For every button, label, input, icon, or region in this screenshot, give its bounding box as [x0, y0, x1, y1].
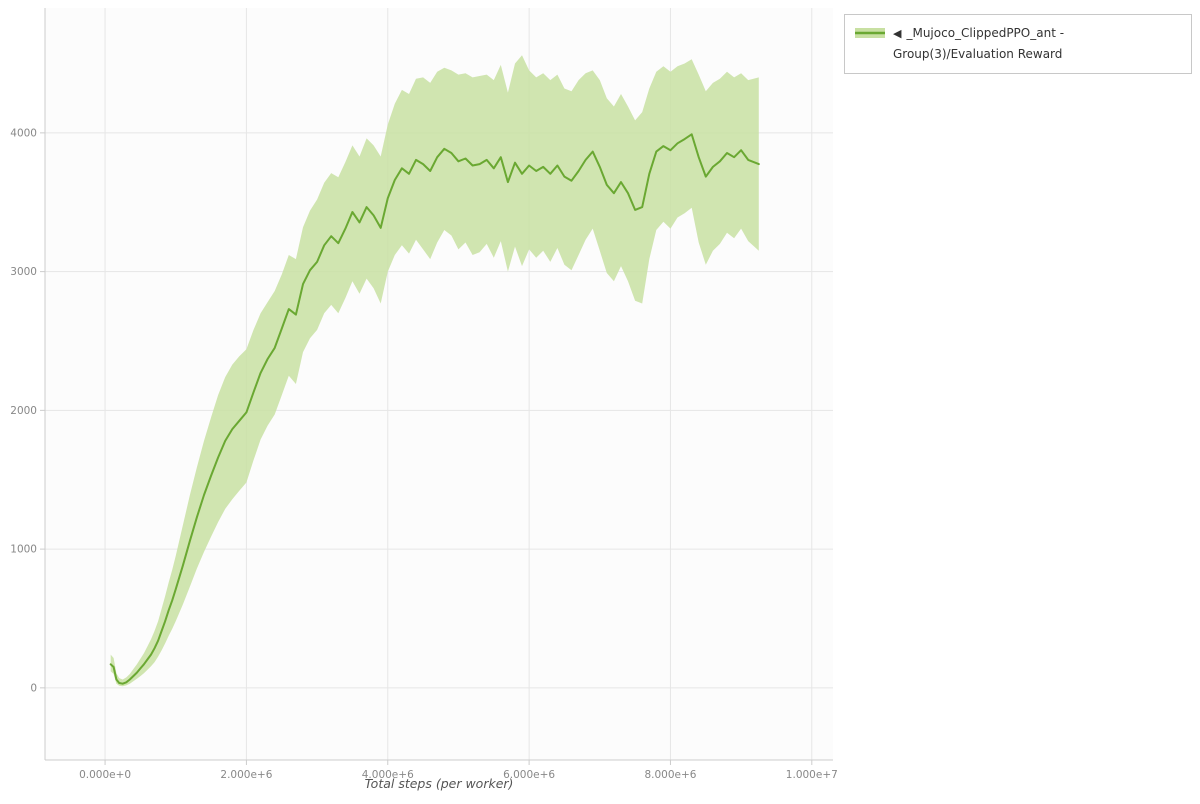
legend-marker-icon: ◀ [893, 27, 902, 40]
y-tick-label: 2000 [10, 405, 37, 417]
x-tick-label: 1.000e+7 [786, 769, 838, 781]
legend-swatch [855, 26, 885, 43]
legend-label: ◀ _Mujoco_ClippedPPO_ant - Group(3)/Evalu… [893, 23, 1181, 65]
y-tick-label: 0 [30, 682, 37, 694]
x-axis-title: Total steps (per worker) [364, 776, 514, 791]
y-tick-label: 3000 [10, 266, 37, 278]
y-tick-label: 4000 [10, 127, 37, 139]
legend[interactable]: ◀ _Mujoco_ClippedPPO_ant - Group(3)/Evalu… [844, 14, 1192, 74]
confidence-band [110, 55, 759, 687]
x-tick-label: 8.000e+6 [644, 769, 696, 781]
x-tick-label: 4.000e+6 [362, 769, 414, 781]
x-tick-label: 2.000e+6 [220, 769, 272, 781]
x-tick-label: 6.000e+6 [503, 769, 555, 781]
mean-reward-line [109, 133, 760, 685]
y-tick-label: 1000 [10, 544, 37, 556]
x-tick-label: 0.000e+0 [79, 769, 131, 781]
legend-band-line-glyph [855, 28, 885, 38]
legend-label-text: _Mujoco_ClippedPPO_ant - Group(3)/Evalua… [893, 26, 1065, 61]
